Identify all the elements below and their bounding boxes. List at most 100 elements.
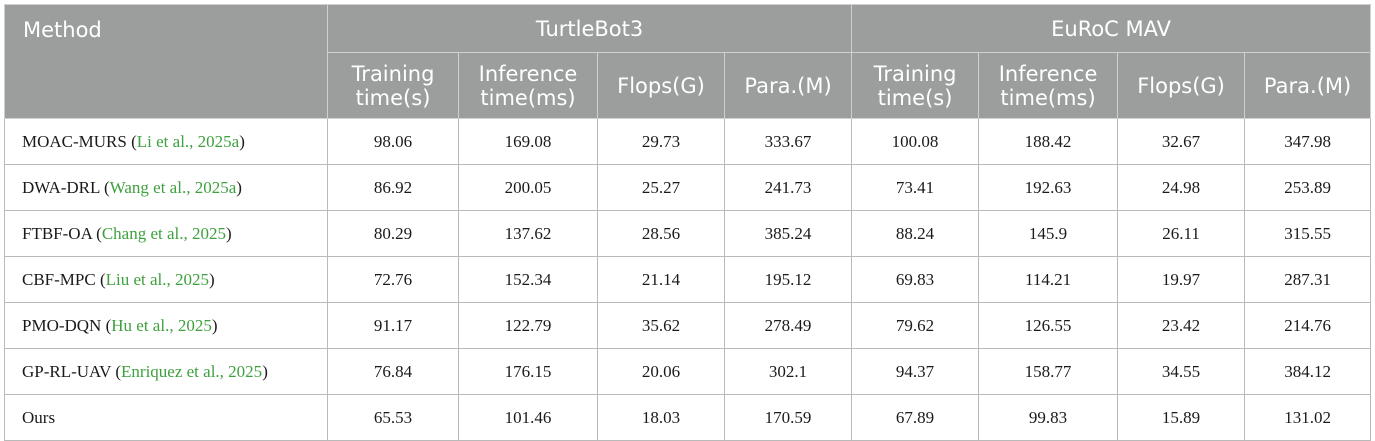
method-name-cell: DWA-DRL (Wang et al., 2025a) [4, 164, 328, 211]
column-header: Training time(s) [327, 52, 459, 119]
citation-link[interactable]: Hu et al., 2025 [111, 315, 212, 335]
value-cell: 200.05 [458, 164, 598, 211]
value-cell: 101.46 [458, 394, 598, 441]
value-cell: 188.42 [978, 118, 1119, 165]
value-cell: 169.08 [458, 118, 598, 165]
value-cell: 287.31 [1244, 256, 1372, 303]
value-cell: 94.37 [851, 348, 980, 395]
method-name: GP-RL-UAV [22, 361, 112, 381]
value-cell: 18.03 [597, 394, 725, 441]
group-header-euroc-mav: EuRoC MAV [851, 4, 1372, 53]
value-cell: 19.97 [1117, 256, 1246, 303]
value-cell: 80.29 [327, 210, 459, 257]
column-header: Para.(M) [723, 52, 853, 119]
method-name-cell: FTBF-OA (Chang et al., 2025) [4, 210, 328, 257]
column-header-text: Inference [478, 61, 578, 86]
citation-link[interactable]: Li et al., 2025a [136, 131, 240, 151]
value-cell: 72.76 [327, 256, 459, 303]
value-cell: 122.79 [458, 302, 598, 349]
citation-link[interactable]: Wang et al., 2025a [109, 177, 237, 197]
value-cell: 69.83 [851, 256, 980, 303]
value-cell: 241.73 [723, 164, 853, 211]
table-row: DWA-DRL (Wang et al., 2025a) 86.92 200.05 2… [4, 164, 1372, 211]
method-name: CBF-MPC [22, 269, 96, 289]
value-cell: 99.83 [978, 394, 1119, 441]
column-header: Training time(s) [851, 52, 980, 119]
column-header-text: Para.(M) [744, 73, 832, 98]
value-cell: 98.06 [327, 118, 459, 165]
method-name: MOAC-MURS [22, 131, 127, 151]
method-name: DWA-DRL [22, 177, 100, 197]
method-name-cell: MOAC-MURS (Li et al., 2025a) [4, 118, 328, 165]
citation-link[interactable]: Liu et al., 2025 [105, 269, 210, 289]
column-header-text: Flops(G) [1137, 73, 1225, 98]
column-header: Para.(M) [1244, 52, 1372, 119]
column-header: Flops(G) [597, 52, 725, 119]
value-cell: 131.02 [1244, 394, 1372, 441]
value-cell: 29.73 [597, 118, 725, 165]
table-row: GP-RL-UAV (Enriquez et al., 2025) 76.84 17… [4, 348, 1372, 395]
method-name: PMO-DQN [22, 315, 102, 335]
value-cell: 76.84 [327, 348, 459, 395]
table-row: FTBF-OA (Chang et al., 2025) 80.29 137.62 2… [4, 210, 1372, 257]
value-cell: 214.76 [1244, 302, 1372, 349]
value-cell: 145.9 [978, 210, 1119, 257]
method-name-cell: GP-RL-UAV (Enriquez et al., 2025) [4, 348, 328, 395]
column-header: Inference time(ms) [978, 52, 1119, 119]
value-cell: 253.89 [1244, 164, 1372, 211]
value-cell: 65.53 [327, 394, 459, 441]
value-cell: 35.62 [597, 302, 725, 349]
value-cell: 152.34 [458, 256, 598, 303]
table-row: PMO-DQN (Hu et al., 2025) 91.17 122.79 35.6… [4, 302, 1372, 349]
citation-link[interactable]: Chang et al., 2025 [101, 223, 227, 243]
table-row: MOAC-MURS (Li et al., 2025a) 98.06 169.08 2… [4, 118, 1372, 165]
value-cell: 23.42 [1117, 302, 1246, 349]
value-cell: 158.77 [978, 348, 1119, 395]
value-cell: 170.59 [723, 394, 853, 441]
value-cell: 385.24 [723, 210, 853, 257]
column-header-text: time(ms) [1000, 85, 1096, 110]
citation-link[interactable]: Enriquez et al., 2025 [121, 361, 263, 381]
value-cell: 347.98 [1244, 118, 1372, 165]
value-cell: 384.12 [1244, 348, 1372, 395]
value-cell: 302.1 [723, 348, 853, 395]
value-cell: 114.21 [978, 256, 1119, 303]
value-cell: 86.92 [327, 164, 459, 211]
value-cell: 315.55 [1244, 210, 1372, 257]
method-name-cell: CBF-MPC (Liu et al., 2025) [4, 256, 328, 303]
value-cell: 126.55 [978, 302, 1119, 349]
column-header-text: time(s) [877, 85, 953, 110]
value-cell: 28.56 [597, 210, 725, 257]
column-header-text: time(ms) [480, 85, 576, 110]
method-name: FTBF-OA [22, 223, 92, 243]
method-name-cell: PMO-DQN (Hu et al., 2025) [4, 302, 328, 349]
value-cell: 278.49 [723, 302, 853, 349]
column-header-text: Training [351, 61, 435, 86]
value-cell: 100.08 [851, 118, 980, 165]
value-cell: 195.12 [723, 256, 853, 303]
results-table: Method TurtleBot3 EuRoC MAV Training time… [4, 4, 1372, 441]
value-cell: 24.98 [1117, 164, 1246, 211]
value-cell: 79.62 [851, 302, 980, 349]
value-cell: 176.15 [458, 348, 598, 395]
group-header-turtlebot3: TurtleBot3 [326, 4, 853, 53]
table-row: Ours 65.53 101.46 18.03 170.59 67.89 99.83 15.8… [4, 394, 1372, 441]
value-cell: 26.11 [1117, 210, 1246, 257]
method-name: Ours [22, 407, 56, 427]
column-header: Flops(G) [1117, 52, 1246, 119]
column-header-text: Flops(G) [617, 73, 705, 98]
value-cell: 137.62 [458, 210, 598, 257]
value-cell: 91.17 [327, 302, 459, 349]
value-cell: 34.55 [1117, 348, 1246, 395]
value-cell: 20.06 [597, 348, 725, 395]
method-name-cell: Ours [4, 394, 328, 441]
method-header: Method [4, 4, 328, 119]
value-cell: 67.89 [851, 394, 980, 441]
value-cell: 73.41 [851, 164, 980, 211]
value-cell: 25.27 [597, 164, 725, 211]
value-cell: 15.89 [1117, 394, 1246, 441]
column-header: Inference time(ms) [458, 52, 598, 119]
value-cell: 88.24 [851, 210, 980, 257]
column-header-text: Para.(M) [1263, 73, 1352, 98]
column-header-text: time(s) [355, 85, 431, 110]
